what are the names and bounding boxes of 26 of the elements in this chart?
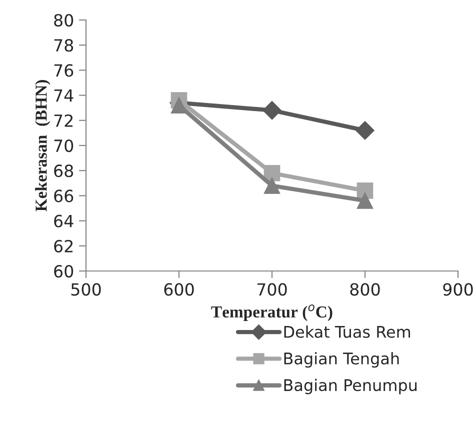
y-tick-label: 72 (54, 114, 73, 127)
point (356, 192, 374, 209)
x-tick-label: 900 (443, 283, 473, 296)
legend-label: Bagian Tengah (284, 352, 399, 368)
y-tick-label: 74 (54, 89, 74, 102)
x-tick-label: 800 (350, 283, 380, 296)
legend-label: Dekat Tuas Rem (284, 326, 410, 338)
y-tick-label: 78 (54, 39, 74, 52)
y-axis-title: Kekerasan (BHN) (35, 80, 50, 212)
legend-label: Bagian Penumpu (284, 378, 417, 394)
y-tick-label: 68 (54, 164, 74, 178)
y-tick-label: 62 (54, 240, 73, 252)
point (170, 97, 188, 114)
y-tick-label: 64 (54, 214, 74, 228)
point (262, 101, 282, 120)
y-tick-label: 80 (54, 14, 74, 27)
point (356, 121, 374, 140)
y-tick-label: 76 (54, 64, 74, 77)
x-tick-label: 500 (71, 283, 101, 296)
y-tick-label: 66 (54, 190, 74, 202)
y-tick-label: 60 (54, 264, 74, 278)
x-tick-label: 600 (164, 283, 194, 296)
x-tick-label: 700 (257, 283, 287, 296)
point (264, 178, 280, 194)
x-axis-title: Temperatur ($^{o}$C) (211, 304, 332, 321)
y-tick-label: 70 (54, 139, 74, 152)
